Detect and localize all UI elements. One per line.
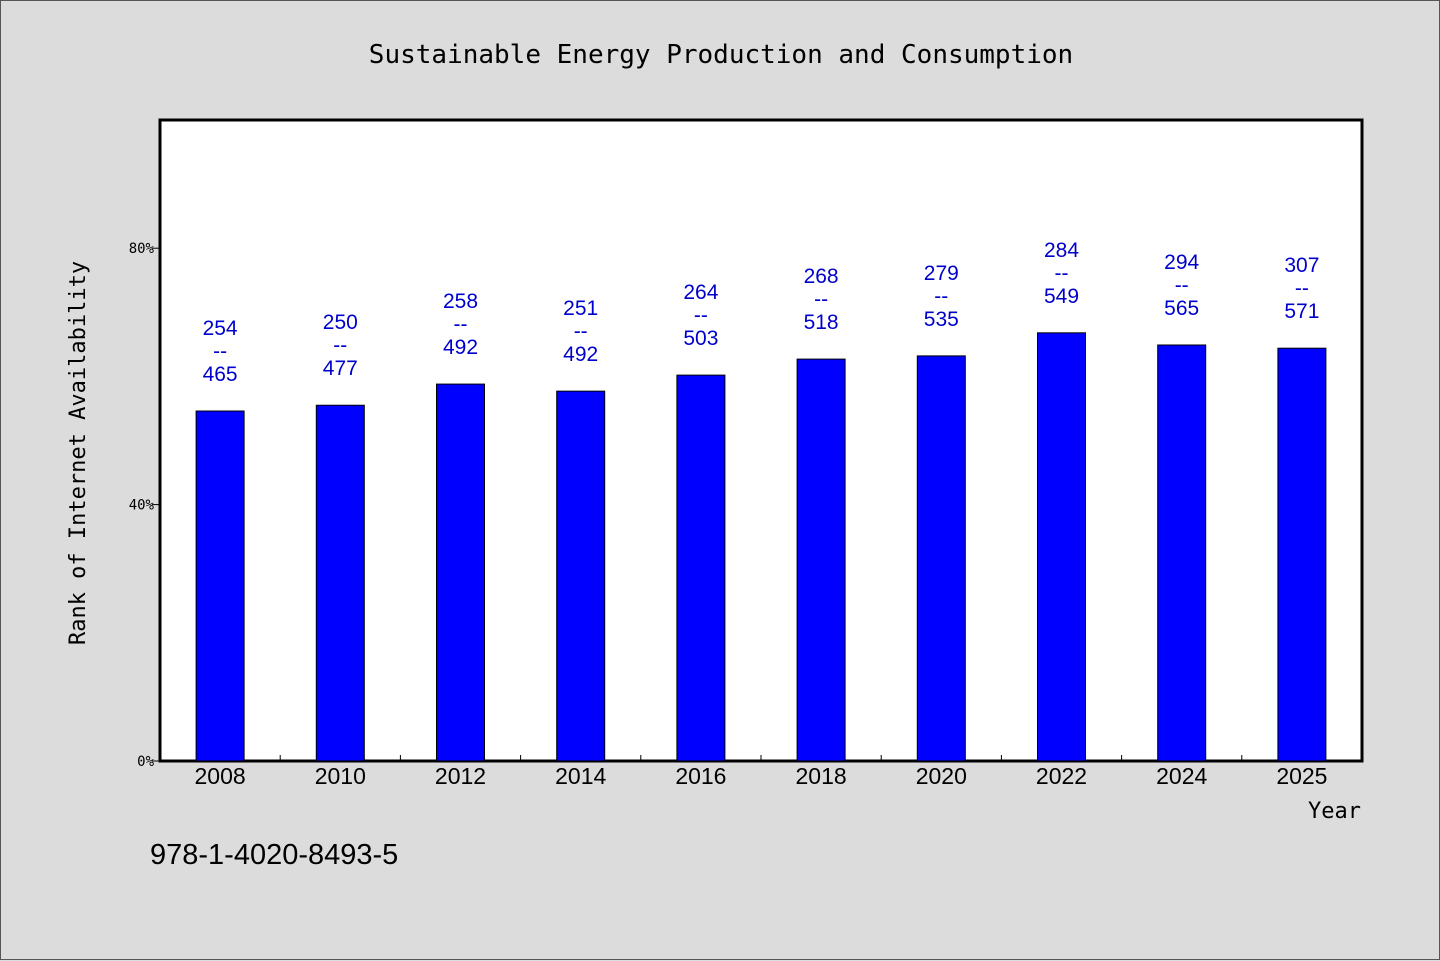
- bar: [195, 410, 245, 762]
- data-labels: 254--465250--477258--492251--492264--503…: [203, 239, 1320, 386]
- data-label-separator: --: [333, 334, 347, 357]
- bar: [315, 404, 365, 762]
- x-axis-label: Year: [1308, 799, 1361, 824]
- data-label-separator: --: [694, 304, 708, 327]
- data-label-top: 268: [804, 265, 839, 288]
- x-tick-label: 2008: [195, 763, 246, 789]
- data-label-bottom: 503: [683, 327, 718, 350]
- x-tick-label: 2020: [916, 763, 967, 789]
- bar: [1037, 332, 1086, 762]
- data-label-bottom: 549: [1044, 285, 1079, 308]
- data-label-bottom: 565: [1164, 297, 1199, 320]
- data-label-bottom: 518: [804, 311, 839, 334]
- bar: [676, 374, 726, 762]
- bar: [436, 383, 485, 762]
- data-label-separator: --: [934, 285, 948, 308]
- data-label-separator: --: [454, 313, 468, 336]
- data-label-bottom: 465: [203, 363, 238, 386]
- data-label-top: 254: [203, 317, 238, 340]
- chart-title: Sustainable Energy Production and Consum…: [369, 40, 1073, 70]
- data-label-top: 258: [443, 290, 478, 313]
- data-label-top: 250: [323, 311, 358, 334]
- y-axis: 0% 40% 80%: [129, 241, 160, 770]
- bar-series: [195, 332, 1327, 762]
- data-label-bottom: 571: [1284, 300, 1319, 323]
- bar: [556, 390, 606, 762]
- data-label-bottom: 492: [563, 343, 598, 366]
- data-label-separator: --: [213, 340, 227, 363]
- bar: [1277, 347, 1327, 762]
- data-label-separator: --: [1295, 277, 1309, 300]
- data-label-separator: --: [574, 320, 588, 343]
- data-label-separator: --: [1055, 262, 1069, 285]
- x-tick-label: 2016: [675, 763, 726, 789]
- data-label-top: 294: [1164, 251, 1199, 274]
- y-tick-label: 80%: [129, 241, 155, 257]
- x-tick-label: 2025: [1276, 763, 1327, 789]
- x-tick-label: 2010: [315, 763, 366, 789]
- x-tick-label: 2018: [796, 763, 847, 789]
- data-label-separator: --: [814, 288, 828, 311]
- data-label-top: 284: [1044, 239, 1079, 262]
- x-tick-label: 2024: [1156, 763, 1207, 789]
- data-label-bottom: 477: [323, 357, 358, 380]
- x-axis: 2008 2010 2012 2014 2016 2018 2020 2022 2024 2025: [195, 755, 1327, 789]
- data-label-top: 251: [563, 297, 598, 320]
- x-tick-label: 2014: [555, 763, 606, 789]
- x-tick-label: 2022: [1036, 763, 1087, 789]
- bar: [796, 358, 846, 762]
- y-axis-label: Rank of Internet Availability: [66, 261, 91, 645]
- data-label-bottom: 535: [924, 308, 959, 331]
- data-label-top: 307: [1284, 254, 1319, 277]
- bar: [1157, 344, 1207, 762]
- data-label-bottom: 492: [443, 336, 478, 359]
- data-label-top: 279: [924, 262, 959, 285]
- x-tick-label: 2012: [435, 763, 486, 789]
- data-label-top: 264: [683, 281, 718, 304]
- footer-isbn: 978-1-4020-8493-5: [150, 839, 398, 871]
- y-tick-label: 40%: [129, 498, 155, 514]
- data-label-separator: --: [1175, 274, 1189, 297]
- bar: [916, 355, 966, 762]
- y-tick-label: 0%: [137, 754, 154, 770]
